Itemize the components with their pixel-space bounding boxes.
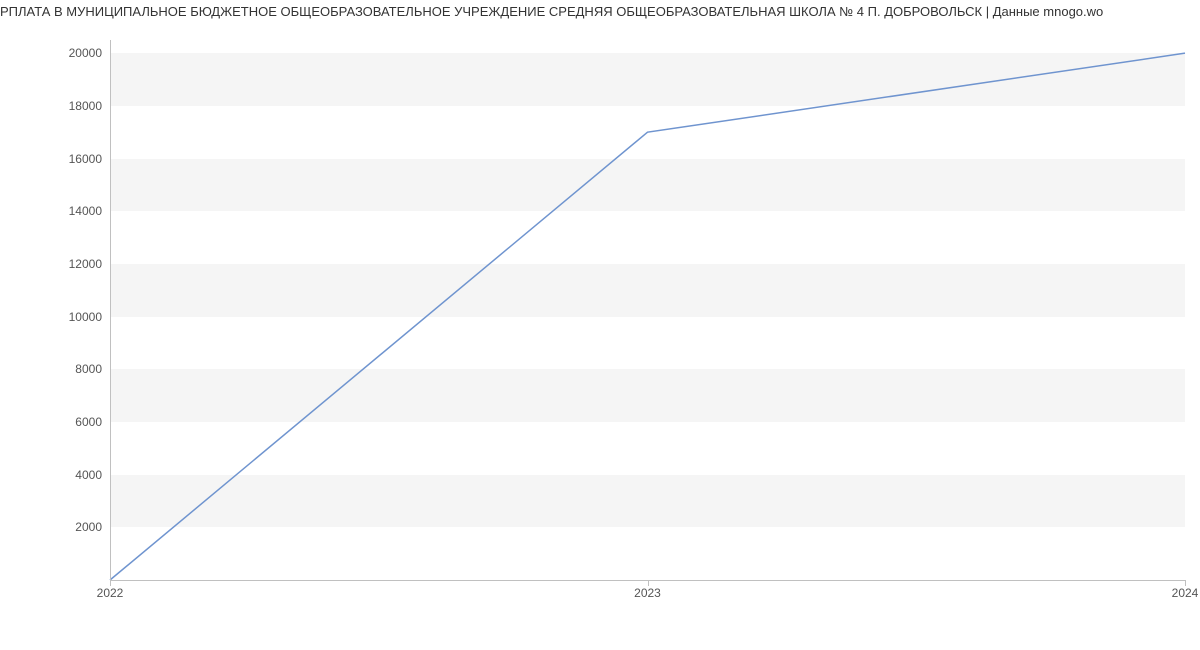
x-tick-label: 2024 (1172, 586, 1199, 600)
y-tick-label: 14000 (12, 204, 102, 218)
y-tick-label: 10000 (12, 310, 102, 324)
y-tick-label: 6000 (12, 415, 102, 429)
plot-area (110, 40, 1185, 580)
x-tick-label: 2023 (634, 586, 661, 600)
line-layer (110, 40, 1185, 580)
y-tick-label: 4000 (12, 468, 102, 482)
data-line (110, 53, 1185, 580)
y-tick-label: 18000 (12, 99, 102, 113)
y-tick-label: 20000 (12, 46, 102, 60)
y-tick-label: 16000 (12, 152, 102, 166)
y-tick-label: 8000 (12, 362, 102, 376)
y-tick-label: 2000 (12, 520, 102, 534)
chart-title: РПЛАТА В МУНИЦИПАЛЬНОЕ БЮДЖЕТНОЕ ОБЩЕОБР… (0, 0, 1200, 19)
chart-container: 2000 4000 6000 8000 10000 12000 14000 16000 1800… (0, 28, 1200, 618)
x-tick-label: 2022 (97, 586, 124, 600)
y-axis-line (110, 40, 111, 580)
y-tick-label: 12000 (12, 257, 102, 271)
